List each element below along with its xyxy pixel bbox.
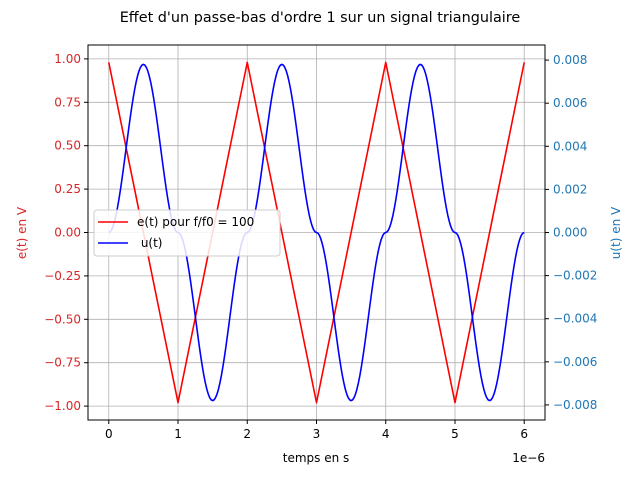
y-tick-label-right: 0.006 [553,96,587,110]
x-tick-label: 1 [174,427,182,441]
y-tick-label-left: −1.00 [44,399,81,413]
legend-box [93,209,281,257]
x-tick-label: 4 [382,427,390,441]
y-tick-label-right: −0.008 [553,398,597,412]
y-tick-label-right: 0.002 [553,182,587,196]
x-axis: 0 1 2 3 4 5 6 [105,420,528,441]
y-tick-label-left: −0.75 [44,356,81,370]
y-axis-left-label: e(t) en V [15,206,29,259]
y-tick-label-left: 0.00 [54,226,81,240]
y-axis-right: −0.008 −0.006 −0.004 −0.002 0.000 0.002 0.004 0… [545,53,597,412]
y-tick-label-left: 0.50 [54,139,81,153]
y-tick-label-right: 0.008 [553,53,587,67]
x-tick-label: 2 [243,427,251,441]
legend: e(t) pour f/f0 = 100 u(t) [93,209,281,257]
series-line-0 [107,61,526,404]
y-tick-label-left: −0.50 [44,312,81,326]
x-tick-label: 6 [520,427,528,441]
legend-label-u: u(t) [137,236,163,250]
y-tick-label-right: −0.006 [553,355,597,369]
y-tick-label-left: −0.25 [44,269,81,283]
legend-label-e: e(t) pour f/f0 = 100 [137,215,254,229]
x-tick-label: 5 [451,427,459,441]
x-tick-label: 0 [105,427,113,441]
y-tick-label-right: −0.004 [553,312,597,326]
y-tick-label-left: 1.00 [54,52,81,66]
chart-title: Effet d'un passe-bas d'ordre 1 sur un si… [120,10,521,26]
y-axis-right-label: u(t) en V [609,206,623,259]
x-offset-label: 1e−6 [512,451,545,465]
y-tick-label-right: 0.004 [553,139,587,153]
x-tick-label: 3 [313,427,321,441]
y-tick-label-left: 0.25 [54,182,81,196]
y-axis-left: −1.00 −0.75 −0.50 −0.25 0.00 0.25 0.50 0.75 1.00 [44,52,88,413]
y-tick-label-left: 0.75 [54,95,81,109]
y-tick-label-right: 0.000 [553,226,587,240]
x-axis-label: temps en s [283,451,350,465]
y-tick-label-right: −0.002 [553,269,597,283]
